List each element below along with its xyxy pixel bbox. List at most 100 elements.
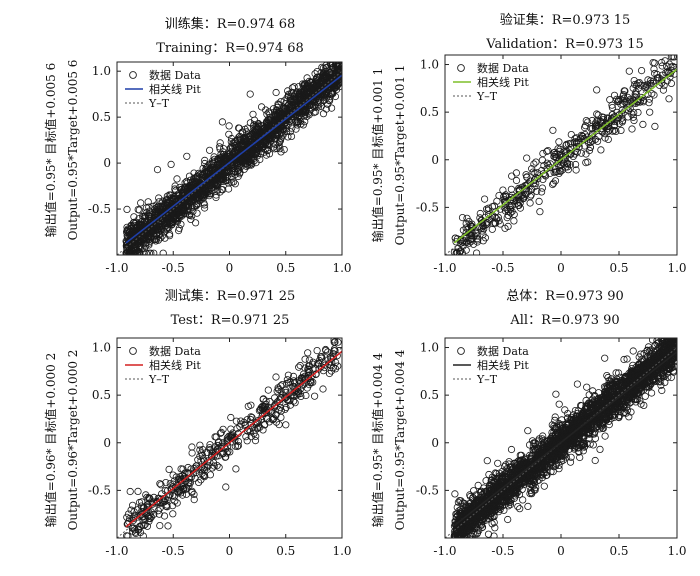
y-tick-label: 0 — [103, 156, 111, 170]
y-axis-label-en: Output=0.96*Target+0.000 2 — [66, 350, 80, 531]
data-point — [525, 503, 531, 509]
y-tick-label: 0.5 — [92, 388, 111, 402]
data-point — [168, 161, 174, 167]
y-tick-label: -0.5 — [88, 202, 111, 216]
data-point — [258, 104, 264, 110]
chart-title-en: All：R=0.973 90 — [509, 313, 619, 328]
legend-label-data: 数据 Data — [149, 68, 201, 82]
data-point — [320, 386, 326, 392]
legend-label-yt: Y–T — [476, 90, 498, 103]
chart-title-en: Test：R=0.971 25 — [171, 313, 290, 328]
y-tick-label: -0.5 — [88, 483, 111, 497]
data-point — [647, 109, 653, 115]
x-tick-label: 0 — [226, 261, 234, 275]
data-point — [244, 438, 250, 444]
x-tick-label: 0 — [226, 544, 234, 558]
chart-title-cn: 测试集：R=0.971 25 — [165, 288, 296, 304]
data-point — [233, 466, 239, 472]
data-point — [291, 84, 297, 90]
x-tick-label: -0.5 — [162, 261, 185, 275]
y-axis-label-cn: 输出值=0.95* 目标值+0.001 1 — [370, 68, 385, 242]
legend-label-data: 数据 Data — [477, 61, 529, 75]
data-point — [524, 155, 530, 161]
panel-test: 测试集：R=0.971 25 Test：R=0.971 25 输出值=0.96*… — [43, 288, 352, 558]
data-point — [138, 200, 144, 206]
data-point — [556, 401, 562, 407]
data-point — [489, 226, 495, 232]
data-point — [207, 472, 213, 478]
data-point — [536, 198, 542, 204]
data-point — [247, 91, 253, 97]
data-point — [194, 210, 200, 216]
data-point — [477, 210, 483, 216]
data-point — [165, 523, 171, 529]
data-point — [459, 214, 465, 220]
x-tick-label: -1.0 — [433, 261, 456, 275]
data-point — [265, 387, 271, 393]
data-point — [598, 147, 604, 153]
data-point — [533, 159, 539, 165]
data-point — [174, 176, 180, 182]
x-tick-label: 1.0 — [332, 544, 351, 558]
data-point — [176, 225, 182, 231]
data-point — [638, 67, 644, 73]
data-point — [581, 124, 587, 130]
data-point — [651, 66, 657, 72]
data-point — [652, 123, 658, 129]
data-point — [166, 466, 172, 472]
data-point — [157, 522, 163, 528]
x-tick-label: -0.5 — [491, 261, 514, 275]
data-point — [584, 384, 590, 390]
data-point — [273, 374, 279, 380]
legend-label-fit: 相关线 Pit — [149, 358, 201, 372]
data-point — [509, 173, 515, 179]
data-point — [583, 151, 589, 157]
legend-label-yt: Y–T — [148, 97, 170, 110]
data-point — [495, 460, 501, 466]
data-point — [250, 111, 256, 117]
data-point — [320, 111, 326, 117]
y-tick-label: 0 — [431, 153, 439, 167]
data-point — [283, 422, 289, 428]
y-axis-label-cn: 输出值=0.96* 目标值+0.000 2 — [43, 353, 58, 527]
data-point — [127, 488, 133, 494]
y-axis-label-en: Output=0.95*Target+0.001 1 — [393, 65, 407, 246]
y-tick-label: 1.0 — [92, 341, 111, 355]
data-point — [273, 89, 279, 95]
y-tick-label: 0 — [103, 436, 111, 450]
y-tick-label: 0.5 — [92, 110, 111, 124]
y-tick-label: 0.5 — [420, 105, 439, 119]
data-point — [189, 450, 195, 456]
data-point — [525, 428, 531, 434]
data-point — [184, 153, 190, 159]
data-point — [124, 206, 130, 212]
x-tick-label: -1.0 — [105, 544, 128, 558]
chart-title-cn: 训练集：R=0.974 68 — [165, 16, 296, 32]
data-point — [297, 362, 303, 368]
data-point — [568, 131, 574, 137]
legend-label-fit: 相关线 Pit — [149, 82, 201, 96]
chart-title-en: Validation：R=0.973 15 — [485, 37, 644, 52]
x-tick-label: 0 — [557, 261, 565, 275]
data-point — [594, 87, 600, 93]
data-point — [481, 196, 487, 202]
data-point — [508, 186, 514, 192]
x-tick-label: 1.0 — [667, 261, 686, 275]
y-axis-label-cn: 输出值=0.95* 目标值+0.004 4 — [370, 352, 385, 527]
data-point — [170, 511, 176, 517]
data-point — [135, 488, 141, 494]
legend-label-yt: Y–T — [148, 373, 170, 386]
legend-label-fit: 相关线 Pit — [477, 75, 529, 89]
data-point — [225, 186, 231, 192]
data-point — [629, 126, 635, 132]
chart-title-cn: 总体：R=0.973 90 — [506, 289, 624, 304]
chart-title-cn: 验证集：R=0.973 15 — [500, 12, 631, 28]
data-point — [228, 414, 234, 420]
